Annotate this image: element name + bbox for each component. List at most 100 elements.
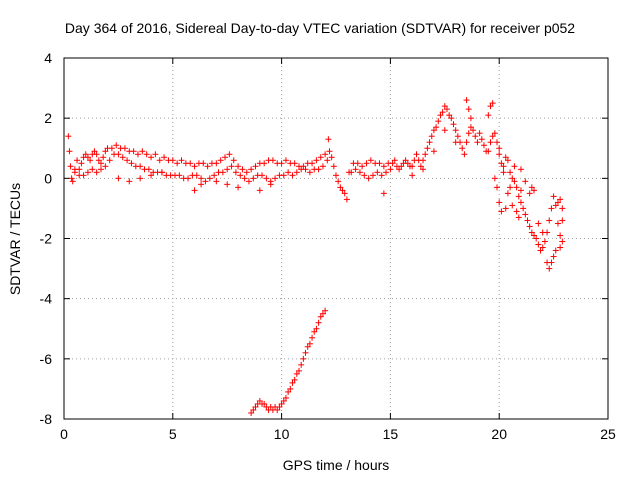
data-point (369, 172, 376, 179)
data-point (448, 115, 455, 122)
data-point (302, 166, 309, 173)
data-point (148, 172, 155, 179)
data-point (69, 178, 76, 185)
data-point (541, 238, 548, 245)
data-point (478, 136, 485, 143)
data-point (341, 190, 348, 197)
data-point (148, 154, 155, 161)
data-point (359, 163, 366, 170)
data-point (137, 163, 144, 170)
data-point (443, 106, 450, 113)
data-point (102, 163, 109, 170)
data-point (139, 148, 146, 155)
data-point (211, 172, 218, 179)
data-point (119, 154, 126, 161)
x-tick-label: 20 (491, 426, 507, 442)
x-tick-label: 0 (60, 426, 68, 442)
data-point (232, 169, 239, 176)
data-point (319, 163, 326, 170)
data-point (235, 163, 242, 170)
data-point (237, 172, 244, 179)
data-point (452, 139, 459, 146)
data-point (245, 178, 252, 185)
data-point (319, 310, 326, 317)
data-point (152, 151, 159, 158)
data-point (420, 157, 427, 164)
data-point (302, 349, 309, 356)
x-tick-label: 5 (169, 426, 177, 442)
data-point (520, 205, 527, 212)
data-point (365, 175, 372, 182)
data-point (485, 112, 492, 119)
y-tick-label: 2 (44, 110, 52, 126)
data-point (261, 400, 268, 407)
data-point (106, 157, 113, 164)
data-point (248, 166, 255, 173)
data-point (422, 151, 429, 158)
data-point (387, 166, 394, 173)
data-point (185, 175, 192, 182)
data-point (191, 163, 198, 170)
data-point (315, 166, 322, 173)
data-point (474, 139, 481, 146)
data-point (261, 160, 268, 167)
data-point (291, 376, 298, 383)
data-point (169, 157, 176, 164)
y-tick-label: 4 (44, 50, 52, 66)
data-point (78, 160, 85, 167)
data-point (309, 160, 316, 167)
data-point (511, 178, 518, 185)
data-point (276, 403, 283, 410)
data-point (502, 154, 509, 161)
data-point (465, 106, 472, 113)
data-point (298, 361, 305, 368)
data-point (498, 208, 505, 215)
data-point (433, 124, 440, 131)
data-point (354, 160, 361, 167)
data-point (383, 169, 390, 176)
data-point (226, 151, 233, 158)
data-point (93, 151, 100, 158)
data-point (252, 163, 259, 170)
data-point (328, 154, 335, 161)
data-point (496, 151, 503, 158)
data-point (309, 334, 316, 341)
data-point (557, 244, 564, 251)
data-point (272, 175, 279, 182)
y-axis-label: SDTVAR / TECUs (7, 183, 23, 295)
axis-ticks: 0 5 10 15 20 25 -8 -6 -4 -2 0 2 4 (40, 50, 616, 442)
data-point (102, 148, 109, 155)
data-point (306, 340, 313, 347)
data-point (317, 313, 324, 320)
data-point (304, 343, 311, 350)
data-point (363, 160, 370, 167)
data-point (84, 154, 91, 161)
data-point (441, 127, 448, 134)
data-point (224, 166, 231, 173)
data-point (130, 148, 137, 155)
data-point (409, 172, 416, 179)
data-point (528, 229, 535, 236)
data-point (100, 154, 107, 161)
x-tick-label: 15 (383, 426, 399, 442)
data-point (280, 172, 287, 179)
data-point (198, 175, 205, 182)
data-point (548, 205, 555, 212)
data-point (459, 145, 466, 152)
data-point (158, 169, 165, 176)
data-point (269, 157, 276, 164)
y-tick-label: -4 (40, 291, 53, 307)
y-tick-label: -6 (40, 351, 53, 367)
data-point (200, 160, 207, 167)
y-tick-label: -2 (40, 231, 53, 247)
data-point (424, 145, 431, 152)
data-point (84, 169, 91, 176)
data-point (256, 397, 263, 404)
data-point (343, 196, 350, 203)
data-point (280, 397, 287, 404)
data-point (65, 133, 72, 140)
data-point (113, 142, 120, 149)
data-point (367, 157, 374, 164)
data-point (230, 157, 237, 164)
